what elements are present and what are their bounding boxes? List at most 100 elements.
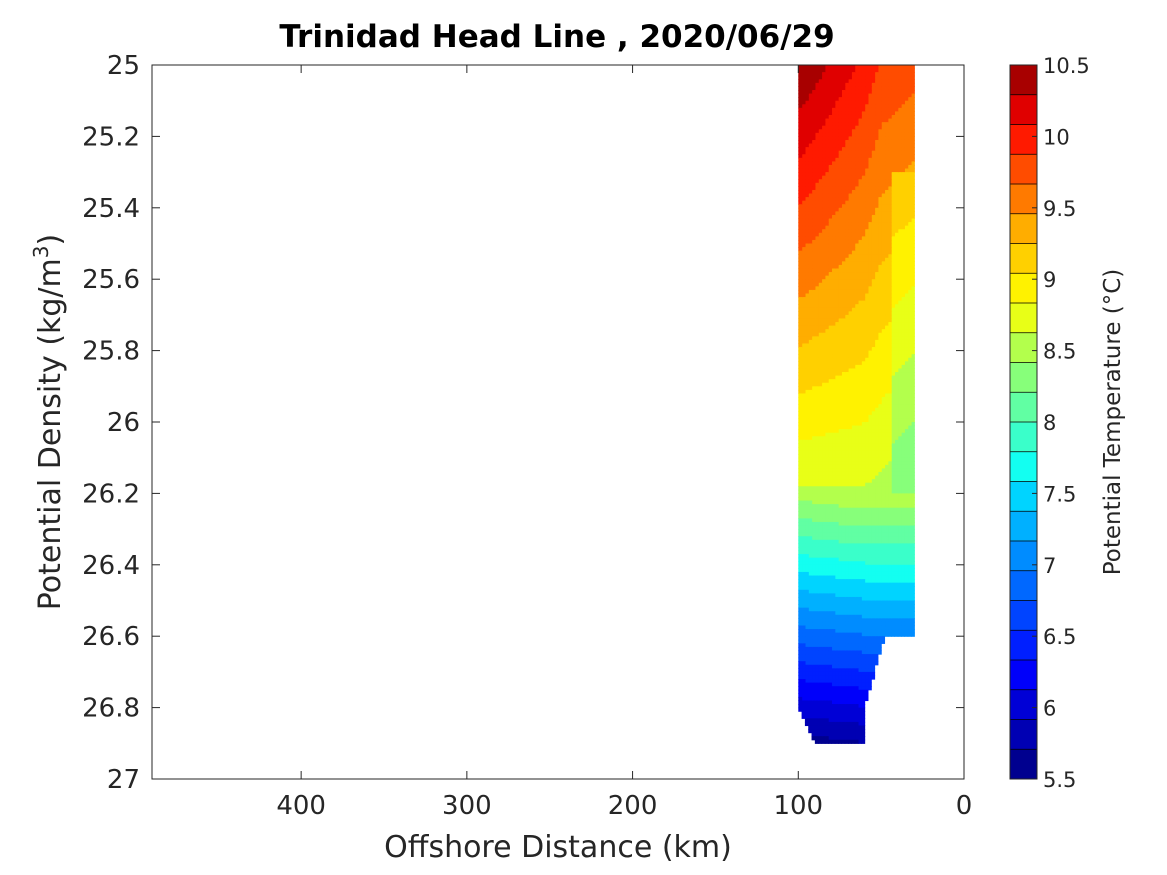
section-cell [884, 582, 889, 587]
section-cell [887, 272, 892, 277]
section-cell [904, 407, 909, 412]
section-cell [834, 425, 839, 430]
section-cell [907, 243, 912, 248]
section-cell [844, 257, 849, 262]
section-cell [877, 361, 882, 366]
section-cell [831, 532, 836, 537]
section-cell [894, 621, 899, 627]
section-cell [828, 468, 833, 473]
section-cell [848, 493, 852, 498]
section-cell [901, 279, 905, 284]
section-cell [848, 107, 852, 113]
section-cell [901, 150, 905, 155]
section-cell [841, 532, 846, 537]
section-cell [838, 193, 842, 198]
section-cell [897, 596, 902, 602]
section-cell [834, 729, 839, 734]
section-cell [910, 368, 915, 373]
section-cell [848, 689, 852, 694]
section-cell [891, 446, 895, 452]
section-cell [861, 536, 866, 541]
section-cell [861, 89, 866, 95]
section-cell [831, 350, 836, 355]
section-cell [884, 93, 889, 98]
section-cell [894, 507, 899, 512]
section-cell [891, 118, 895, 123]
section-cell [897, 350, 902, 355]
section-cell [831, 347, 836, 352]
section-cell [897, 529, 902, 534]
section-cell [894, 568, 899, 573]
section-cell [854, 543, 859, 548]
section-cell [844, 611, 849, 616]
section-cell [884, 122, 889, 127]
section-cell [901, 564, 905, 569]
section-cell [871, 496, 876, 502]
section-cell [904, 247, 909, 252]
section-cell [851, 293, 856, 298]
section-cell [910, 243, 915, 248]
section-cell [848, 325, 852, 330]
section-cell [874, 514, 879, 519]
section-cell [851, 586, 856, 591]
section-cell [821, 65, 826, 70]
section-cell [857, 168, 862, 173]
section-cell [857, 461, 862, 466]
section-cell [901, 568, 905, 573]
section-cell [881, 189, 886, 195]
section-cell [851, 304, 856, 309]
section-cell [871, 218, 876, 223]
section-cell [857, 489, 862, 494]
section-cell [854, 554, 859, 559]
section-cell [894, 629, 899, 634]
section-cell [894, 343, 899, 348]
section-cell [841, 361, 846, 366]
section-cell [877, 643, 882, 648]
section-cell [831, 668, 836, 673]
section-cell [824, 600, 829, 605]
section-cell [844, 504, 849, 509]
section-cell [897, 293, 902, 298]
section-cell [871, 368, 876, 373]
section-cell [881, 65, 886, 70]
section-cell [891, 579, 895, 584]
section-cell [851, 72, 856, 77]
section-cell [904, 611, 909, 616]
section-cell [874, 239, 879, 245]
section-cell [824, 532, 829, 537]
section-cell [891, 75, 895, 80]
section-cell [881, 504, 886, 509]
section-cell [871, 525, 876, 530]
section-cell [884, 97, 889, 102]
section-cell [897, 457, 902, 462]
section-cell [838, 211, 842, 216]
section-cell [848, 707, 852, 712]
section-cell [834, 243, 839, 248]
section-cell [904, 500, 909, 505]
section-cell [838, 632, 842, 637]
section-cell [854, 207, 859, 212]
section-cell [824, 75, 829, 80]
section-cell [824, 79, 829, 84]
section-cell [907, 611, 912, 616]
section-cell [834, 179, 839, 184]
section-cell [884, 397, 889, 402]
section-cell [910, 279, 915, 284]
section-cell [867, 432, 872, 437]
section-cell [844, 293, 849, 298]
section-cell [838, 625, 842, 630]
section-cell [821, 289, 826, 295]
section-cell [854, 304, 859, 309]
section-cell [910, 457, 915, 462]
section-cell [910, 179, 915, 184]
section-cell [861, 111, 866, 116]
section-cell [834, 507, 839, 512]
section-cell [851, 222, 856, 227]
section-cell [844, 707, 849, 712]
section-cell [848, 100, 852, 105]
section-cell [857, 154, 862, 159]
section-cell [824, 393, 829, 398]
section-cell [838, 514, 842, 519]
section-cell [894, 300, 899, 305]
section-cell [851, 539, 856, 544]
